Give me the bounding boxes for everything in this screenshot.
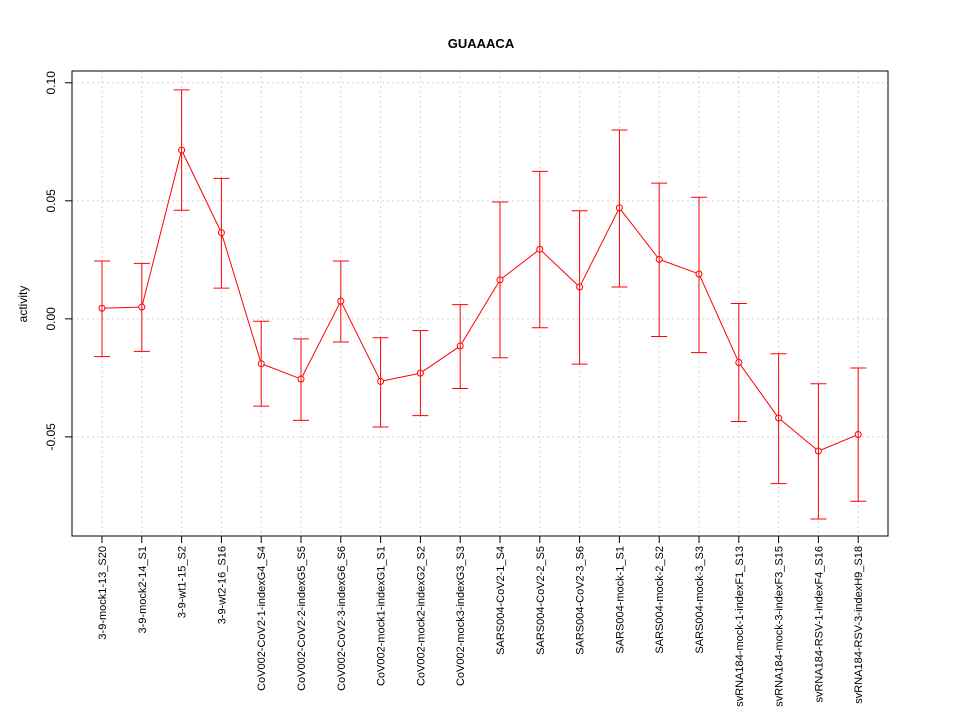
series-line-segment: [620, 209, 658, 258]
x-tick-label: svRNA184-mock-1-indexF1_S13: [734, 546, 746, 707]
data-point: [297, 375, 305, 383]
x-tick-label: SARS004-mock-1_S1: [614, 546, 626, 654]
x-tick-label: 3-9-wt2-16_S16: [216, 546, 228, 624]
data-point: [456, 342, 464, 350]
x-tick-label: CoV002-CoV2-1-indexG4_S4: [256, 546, 268, 691]
series-line-segment: [422, 347, 459, 372]
x-tick-label: SARS004-mock-3_S3: [694, 546, 706, 654]
series-line-segment: [221, 235, 261, 361]
data-point: [536, 245, 544, 253]
data-point: [416, 369, 424, 377]
x-tick-label: SARS004-mock-2_S2: [654, 546, 666, 654]
x-tick-label: svRNA184-RSV-3-indexH9_S18: [853, 546, 865, 704]
data-point: [178, 146, 186, 154]
y-axis-label: activity: [16, 286, 30, 323]
x-tick-label: SARS004-CoV2-1_S4: [495, 546, 507, 655]
x-tick-label: CoV002-mock2-indexG2_S2: [415, 546, 427, 686]
data-point: [217, 229, 225, 237]
series-line-segment: [301, 303, 340, 377]
x-tick-label: 3-9-wt1-15_S2: [177, 546, 189, 618]
y-grid: [72, 82, 888, 438]
x-tick-label: CoV002-mock3-indexG3_S3: [455, 546, 467, 686]
series-line-segment: [580, 210, 619, 285]
plot-frame: [71, 70, 889, 537]
x-tick-label: SARS004-CoV2-3_S6: [575, 546, 587, 655]
series-layer: [94, 89, 867, 520]
x-tick-label: SARS004-CoV2-2_S5: [535, 546, 547, 655]
data-point: [775, 414, 783, 422]
series-line-segment: [820, 435, 856, 451]
data-point: [257, 360, 265, 368]
series-line-segment: [142, 152, 182, 305]
y-tick-label: 0.00: [44, 307, 58, 331]
series-line-segment: [341, 303, 380, 379]
y-tick-label: 0.05: [44, 189, 58, 213]
y-tick-label: -0.05: [44, 423, 58, 451]
x-tick-label: CoV002-CoV2-2-indexG5_S5: [296, 546, 308, 691]
series-line-segment: [740, 364, 778, 416]
series-line-segment: [699, 276, 739, 360]
data-point: [735, 359, 743, 367]
series-line-segment: [383, 373, 418, 382]
series-line-segment: [461, 282, 499, 344]
data-point: [337, 297, 345, 305]
data-point: [98, 304, 106, 312]
x-tick-label: 3-9-mock2-14_S1: [137, 546, 149, 633]
data-point: [138, 303, 146, 311]
x-tick-label: CoV002-mock1-indexG1_S1: [376, 546, 388, 686]
x-tick-label: 3-9-mock1-13_S20: [97, 546, 109, 640]
data-point: [655, 255, 663, 263]
series-line-segment: [263, 364, 299, 379]
x-tick-label: svRNA184-mock-3-indexF3_S15: [774, 546, 786, 707]
data-point: [576, 283, 584, 291]
data-point: [814, 447, 822, 455]
y-tick-label: 0.10: [44, 71, 58, 95]
series-line-segment: [104, 306, 139, 309]
series-line-segment: [502, 250, 538, 279]
data-point: [615, 204, 623, 212]
series-line-segment: [182, 152, 221, 231]
series-line-segment: [541, 250, 578, 286]
data-point: [695, 270, 703, 278]
data-point: [854, 431, 862, 439]
chart-title: GUAAACA: [448, 36, 515, 51]
series-line-segment: [780, 419, 817, 450]
x-tick-label: CoV002-CoV2-3-indexG6_S6: [336, 546, 348, 691]
series-line-segment: [661, 259, 697, 274]
data-point: [377, 377, 385, 385]
x-tick-label: svRNA184-RSV-1-indexF4_S16: [813, 546, 825, 703]
data-point: [496, 276, 504, 284]
